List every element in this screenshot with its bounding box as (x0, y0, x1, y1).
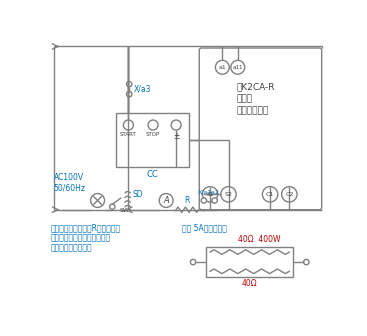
Bar (116, 114, 189, 167)
Circle shape (127, 82, 132, 87)
Text: S1: S1 (206, 192, 214, 197)
Circle shape (221, 186, 236, 202)
Circle shape (215, 60, 229, 74)
Text: ±: ± (173, 132, 179, 141)
Text: START: START (120, 132, 137, 137)
Circle shape (123, 120, 134, 130)
Text: R: R (185, 196, 190, 205)
Text: AC100V
50/60Hz: AC100V 50/60Hz (54, 173, 86, 193)
Text: X/a3: X/a3 (134, 84, 151, 93)
Circle shape (202, 186, 218, 202)
Text: SD: SD (132, 191, 143, 200)
Text: A: A (163, 196, 169, 205)
Text: より適切な抗抗値を選択: より適切な抗抗値を選択 (51, 234, 111, 243)
Text: 40Ω  400W: 40Ω 400W (238, 236, 280, 244)
Circle shape (190, 259, 196, 265)
Circle shape (212, 198, 217, 203)
Bar (206, 247, 293, 278)
Text: a1: a1 (218, 65, 226, 70)
Text: CC: CC (147, 170, 159, 179)
Text: STOP: STOP (146, 132, 160, 137)
Circle shape (127, 91, 132, 97)
FancyBboxPatch shape (199, 48, 322, 210)
Text: X/a1a2: X/a1a2 (198, 189, 220, 194)
Circle shape (109, 204, 115, 209)
Circle shape (281, 186, 297, 202)
Circle shape (201, 198, 207, 203)
Text: 形K2CA-R
静止形
過電流継電器: 形K2CA-R 静止形 過電流継電器 (236, 83, 275, 115)
Circle shape (148, 120, 158, 130)
Circle shape (91, 194, 105, 207)
Text: 注．　負荷用抗抗器Rは電流値に: 注． 負荷用抗抗器Rは電流値に (51, 223, 121, 233)
Text: a11: a11 (233, 65, 243, 70)
Text: 40Ω: 40Ω (241, 279, 257, 288)
Circle shape (304, 259, 309, 265)
Text: SW₁: SW₁ (119, 208, 132, 213)
Text: C1: C1 (266, 192, 274, 197)
Text: C2: C2 (285, 192, 294, 197)
Circle shape (262, 186, 278, 202)
Circle shape (171, 120, 181, 130)
Text: S2: S2 (225, 192, 232, 197)
Text: 例． 5A通電の場合: 例． 5A通電の場合 (182, 223, 226, 233)
Circle shape (159, 194, 173, 207)
Circle shape (231, 60, 245, 74)
Text: してください。: してください。 (51, 244, 92, 253)
